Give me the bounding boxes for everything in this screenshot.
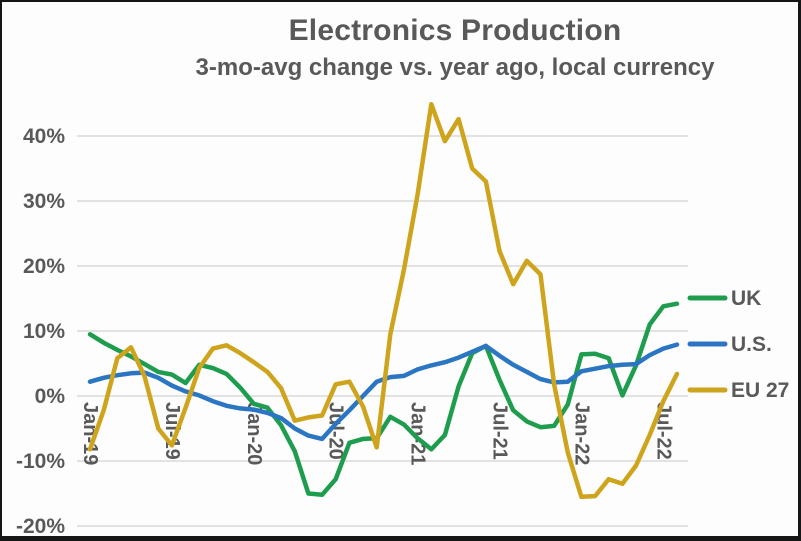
- chart-title: Electronics Production: [288, 14, 622, 47]
- chart-subtitle: 3-mo-avg change vs. year ago, local curr…: [195, 54, 715, 81]
- y-axis-tick-label: 10%: [23, 320, 65, 343]
- x-axis-tick-label: Jan-22: [570, 402, 592, 465]
- x-axis-tick-label: Jul-22: [652, 402, 674, 460]
- y-axis-tick-label: -10%: [16, 450, 65, 473]
- legend-label-u-s: U.S.: [731, 333, 772, 356]
- series-line-eu-27: [87, 101, 680, 500]
- y-axis-tick-label: 30%: [23, 190, 65, 213]
- y-axis-tick-label: -20%: [16, 515, 65, 538]
- x-axis-tick-label: Jan-21: [407, 402, 429, 465]
- series-line-uk: [87, 301, 680, 498]
- y-axis-tick-label: 20%: [23, 255, 65, 278]
- y-axis-tick-label: 40%: [23, 125, 65, 148]
- legend-label-eu-27: EU 27: [731, 379, 789, 402]
- x-axis-tick-label: Jan-19: [79, 402, 101, 465]
- x-axis-tick-label: Jan-20: [243, 402, 265, 465]
- legend-label-uk: UK: [731, 287, 761, 310]
- x-axis-tick-label: Jul-21: [489, 402, 511, 460]
- x-axis-tick-label: Jul-19: [161, 402, 183, 460]
- y-axis-tick-label: 0%: [35, 385, 66, 408]
